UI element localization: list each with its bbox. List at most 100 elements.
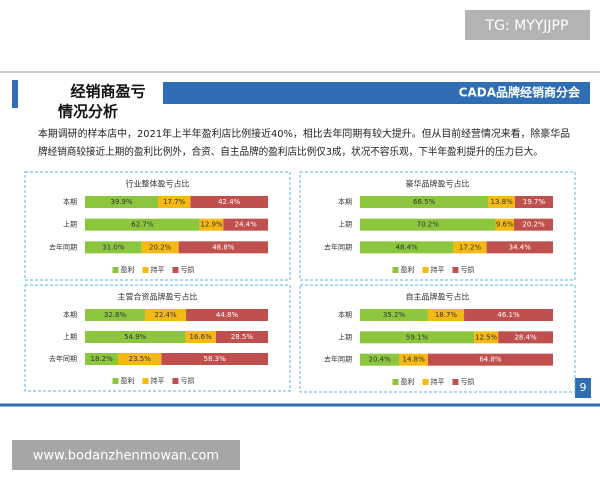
bar-segment: [178, 241, 268, 254]
value-label: 28.5%: [231, 333, 254, 341]
legend-label: 盈利: [401, 265, 415, 274]
value-label: 24.4%: [235, 221, 258, 229]
legend-swatch: [392, 267, 399, 273]
bar-segment: [85, 309, 146, 321]
value-label: 48.8%: [212, 243, 235, 251]
bar-segment: [399, 353, 428, 366]
value-label: 54.9%: [124, 333, 147, 341]
value-label: 42.4%: [218, 198, 241, 206]
legend-swatch: [142, 378, 149, 384]
value-label: 32.8%: [104, 311, 127, 319]
value-label: 9.6%: [496, 221, 514, 229]
watermark-box: [465, 10, 590, 40]
bar-segment: [360, 241, 454, 254]
value-label: 23.5%: [129, 355, 152, 363]
value-label: 22.4%: [154, 311, 177, 319]
category-label: 上期: [63, 332, 77, 341]
category-label: 上期: [63, 220, 77, 229]
category-label: 去年同期: [324, 242, 352, 251]
header-bar: [163, 82, 590, 104]
bar-segment: [199, 218, 224, 231]
chart-frame: [299, 171, 576, 281]
value-label: 39.9%: [110, 198, 133, 206]
value-label: 14.8%: [403, 356, 426, 364]
value-label: 13.8%: [491, 198, 514, 206]
value-label: 48.4%: [396, 243, 419, 251]
bar-segment: [427, 309, 465, 321]
bar-segment: [141, 241, 179, 254]
legend-label: 持平: [151, 265, 165, 274]
legend-swatch: [392, 379, 399, 385]
value-label: 31.0%: [102, 243, 125, 251]
bar-segment: [161, 353, 268, 365]
value-label: 66.5%: [413, 198, 436, 206]
legend-swatch: [452, 379, 459, 385]
bar-segment: [186, 309, 268, 321]
legend-swatch: [142, 267, 149, 273]
legend-swatch: [112, 378, 119, 384]
chart-title: 主营合资品牌盈亏占比: [118, 292, 198, 302]
value-label: 16.6%: [190, 333, 213, 341]
bar-segment: [486, 241, 553, 254]
category-label: 上期: [338, 332, 352, 341]
chart-frame: [299, 284, 576, 393]
bar-segment: [360, 196, 489, 208]
chart-title: 自主品牌盈亏占比: [406, 292, 470, 302]
bar-segment: [360, 331, 475, 344]
category-label: 本期: [63, 310, 77, 319]
bar-segment: [215, 331, 268, 343]
value-label: 58.3%: [204, 355, 227, 363]
paragraph: 本期调研的样本店中，2021年上半年盈利店比例接近40%，相比去年同期有较大提升…: [38, 127, 570, 140]
paragraph: 牌经销商较接近上期的盈利比例外，合资、自主品牌的盈利店比例仅3成，状况不容乐观，…: [38, 145, 543, 158]
value-label: 62.7%: [131, 221, 154, 229]
value-label: 12.5%: [475, 333, 498, 341]
bar-segment: [514, 218, 553, 231]
category-label: 去年同期: [324, 355, 352, 364]
bar-segment: [498, 331, 553, 344]
category-label: 本期: [63, 197, 77, 206]
bar-segment: [85, 218, 200, 231]
chart-frame: [24, 284, 291, 392]
category-label: 本期: [338, 310, 352, 319]
bar-segment: [360, 353, 400, 366]
brand: CADA品牌经销商分会: [459, 85, 581, 100]
value-label: 12.9%: [200, 221, 223, 229]
value-label: 64.8%: [479, 356, 502, 364]
bar-segment: [474, 331, 499, 344]
legend-label: 持平: [151, 376, 165, 385]
page-number-box: [575, 378, 591, 398]
bar-segment: [85, 353, 119, 365]
category-label: 去年同期: [49, 354, 77, 363]
page-number: 9: [580, 381, 587, 394]
chart-title: 豪华品牌盈亏占比: [406, 179, 470, 189]
value-label: 20.2%: [522, 221, 545, 229]
value-label: 17.2%: [459, 243, 482, 251]
bar-segment: [158, 196, 191, 208]
value-label: 35.2%: [383, 311, 406, 319]
bar-segment: [185, 331, 216, 343]
value-label: 18.7%: [435, 311, 458, 319]
bar-segment: [495, 218, 515, 231]
slide-title: 情况分析: [58, 103, 118, 121]
chart-frame: [24, 171, 291, 281]
slide-title: 经销商盈亏: [70, 83, 145, 101]
category-label: 去年同期: [49, 242, 77, 251]
value-label: 20.4%: [369, 356, 392, 364]
category-label: 上期: [338, 220, 352, 229]
legend-label: 盈利: [401, 377, 415, 386]
accent-bar: [12, 80, 18, 108]
legend-label: 持平: [431, 265, 445, 274]
value-label: 59.1%: [406, 333, 429, 341]
value-label: 18.2%: [91, 355, 114, 363]
value-label: 20.2%: [149, 243, 172, 251]
bar-segment: [118, 353, 162, 365]
bar-segment: [488, 196, 515, 208]
legend-swatch: [112, 267, 119, 273]
value-label: 70.2%: [417, 221, 440, 229]
bar-segment: [223, 218, 268, 231]
bar-segment: [360, 309, 428, 321]
legend-label: 亏损: [461, 265, 475, 274]
bar-segment: [145, 309, 187, 321]
bar-segment: [85, 241, 142, 254]
bar-segment: [427, 353, 553, 366]
